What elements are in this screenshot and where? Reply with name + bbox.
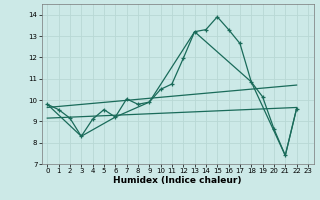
X-axis label: Humidex (Indice chaleur): Humidex (Indice chaleur) (113, 176, 242, 185)
